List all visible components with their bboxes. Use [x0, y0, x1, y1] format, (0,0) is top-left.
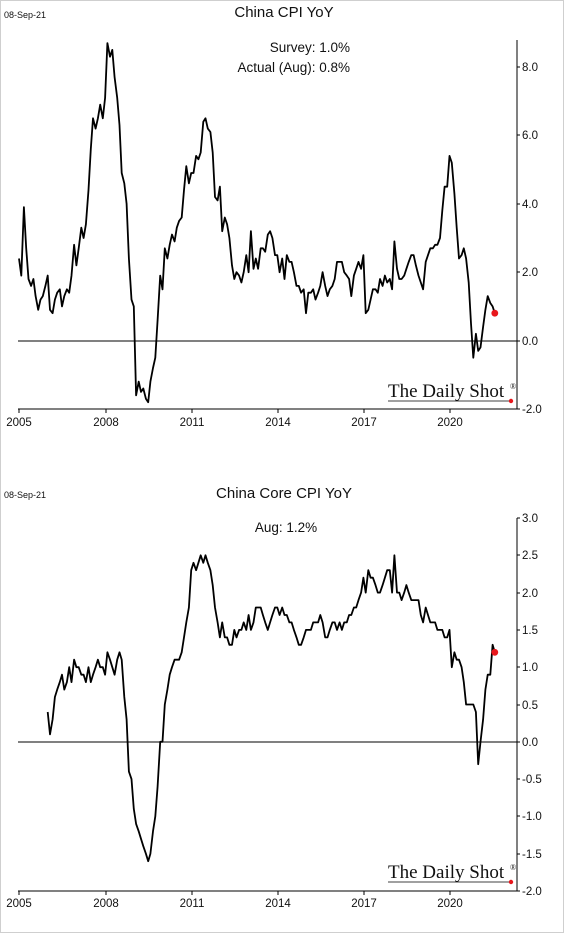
- y-tick-label: 2.0: [522, 588, 538, 600]
- chart-cpi-series-line: [18, 42, 496, 404]
- chart-cpi-title: China CPI YoY: [234, 4, 333, 21]
- chart-cpi-y-ticks: 8.0 6.0 4.0 2.0 0.0 -2.0: [517, 62, 542, 416]
- brand-red-dot: [508, 879, 514, 885]
- chart-cpi-actual-note: Actual (Aug): 0.8%: [237, 60, 350, 75]
- x-tick-label: 2005: [6, 898, 32, 910]
- chart-core-brand: The Daily Shot ®: [388, 862, 516, 885]
- x-tick-label: 2008: [93, 898, 119, 910]
- y-tick-label: -0.5: [522, 774, 542, 786]
- chart-cpi-date: 08-Sep-21: [4, 10, 46, 20]
- x-tick-label: 2017: [351, 417, 377, 429]
- x-tick-label: 2011: [180, 898, 205, 910]
- y-tick-label: 6.0: [522, 130, 538, 142]
- chart-cpi-brand: The Daily Shot ®: [388, 381, 516, 404]
- brand-red-dot: [508, 398, 514, 404]
- chart-core-aug-note: Aug: 1.2%: [255, 520, 317, 535]
- y-tick-label: 4.0: [522, 199, 538, 211]
- x-tick-label: 2017: [351, 898, 377, 910]
- y-tick-label: 2.0: [522, 267, 538, 279]
- chart-core-cpi: 08-Sep-21 China Core CPI YoY Aug: 1.2% 3…: [4, 485, 542, 910]
- y-tick-label: 0.0: [522, 737, 538, 749]
- chart-cpi-last-point: [491, 309, 499, 317]
- brand-logo: The Daily Shot: [388, 381, 505, 402]
- y-tick-label: -1.0: [522, 811, 542, 823]
- brand-registered-mark: ®: [510, 382, 516, 391]
- x-tick-label: 2011: [180, 417, 205, 429]
- x-tick-label: 2020: [437, 898, 463, 910]
- x-tick-label: 2014: [265, 417, 291, 429]
- x-tick-label: 2020: [437, 417, 463, 429]
- x-tick-label: 2005: [6, 417, 32, 429]
- y-tick-label: 8.0: [522, 62, 538, 74]
- y-tick-label: -1.5: [522, 849, 542, 861]
- y-tick-label: -2.0: [522, 886, 542, 898]
- brand-logo: The Daily Shot: [388, 862, 505, 883]
- chart-core-date: 08-Sep-21: [4, 490, 46, 500]
- chart-core-series-line: [46, 554, 496, 863]
- y-tick-label: 1.0: [522, 662, 538, 674]
- chart-cpi-x-ticks: 2005 2008 2011 2014 2017 2020: [6, 409, 463, 429]
- chart-cpi-survey-note: Survey: 1.0%: [270, 40, 350, 55]
- y-tick-label: -2.0: [522, 404, 542, 416]
- y-tick-label: 0.5: [522, 700, 538, 712]
- chart-cpi: 08-Sep-21 China CPI YoY Survey: 1.0% Act…: [4, 4, 542, 429]
- y-tick-label: 2.5: [522, 550, 538, 562]
- x-tick-label: 2014: [265, 898, 291, 910]
- y-tick-label: 1.5: [522, 625, 538, 637]
- y-tick-label: 0.0: [522, 336, 538, 348]
- chart-core-x-ticks: 2005 2008 2011 2014 2017 2020: [6, 891, 463, 910]
- x-tick-label: 2008: [93, 417, 119, 429]
- chart-core-y-ticks: 3.0 2.5 2.0 1.5 1.0 0.5 0.0 -0.5 -1.0 -1…: [517, 513, 542, 898]
- y-tick-label: 3.0: [522, 513, 538, 525]
- chart-core-last-point: [491, 648, 499, 656]
- brand-registered-mark: ®: [510, 863, 516, 872]
- chart-core-title: China Core CPI YoY: [216, 485, 352, 502]
